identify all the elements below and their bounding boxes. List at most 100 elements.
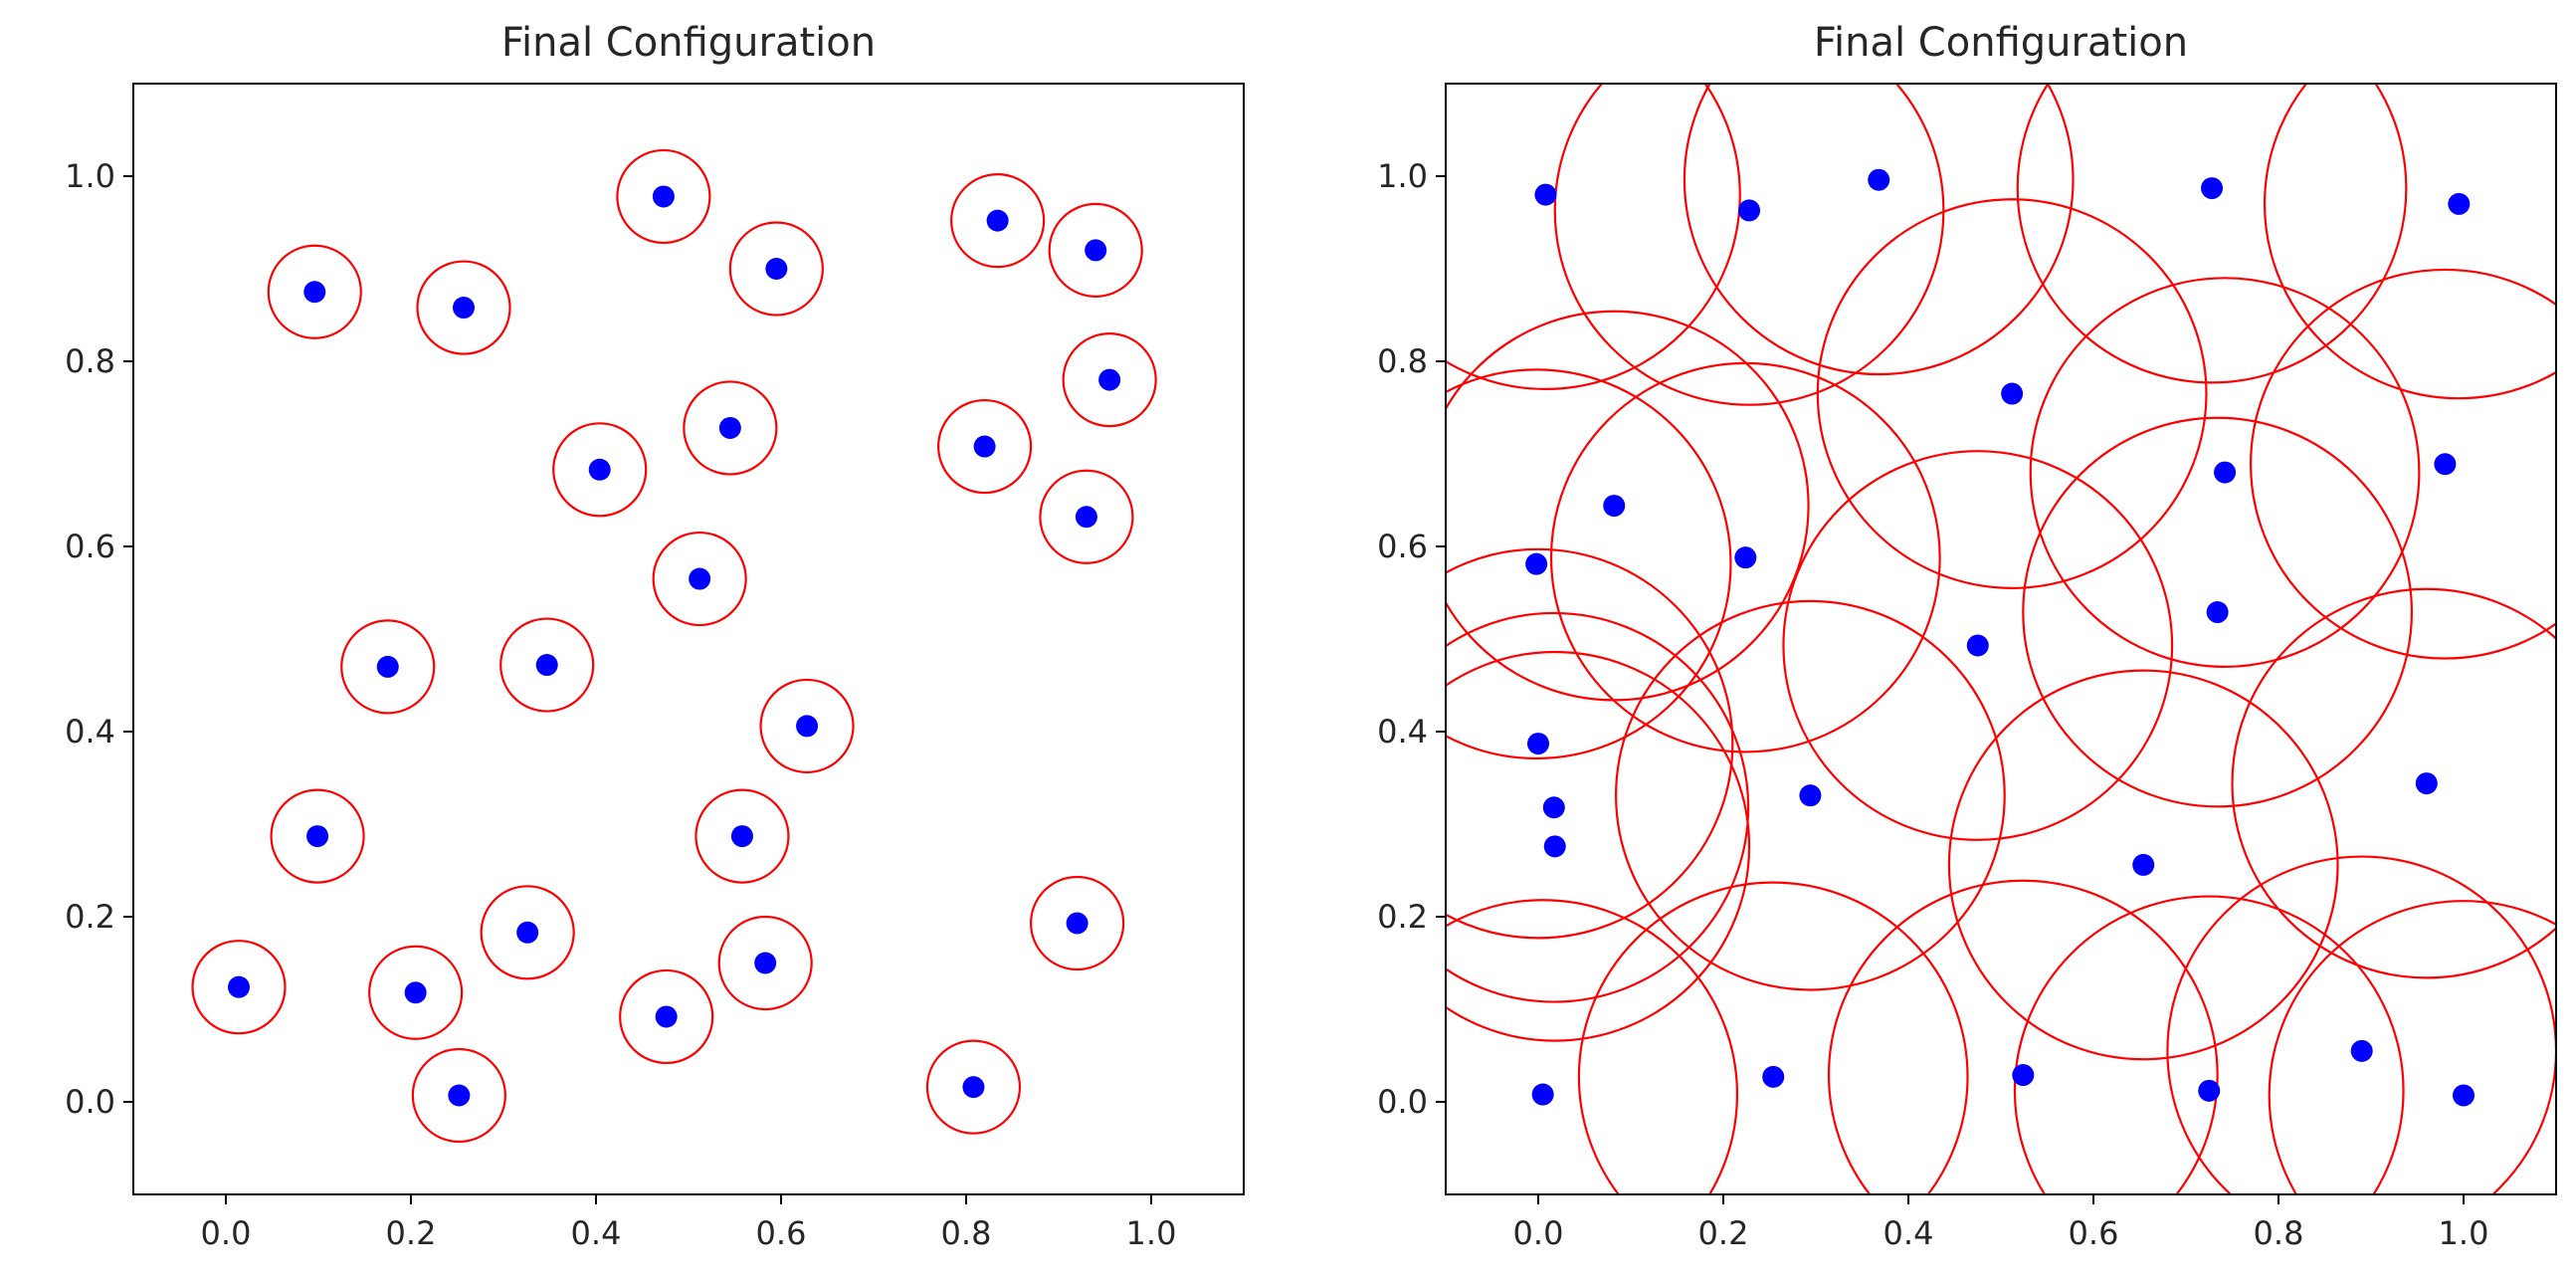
right-radius-circle [2268, 900, 2556, 1194]
left-point [652, 185, 675, 208]
left-y-tick-label: 0.4 [65, 713, 115, 750]
right-point [2201, 177, 2224, 200]
right-radius-circle [1947, 669, 2339, 1061]
right-radius-circle [2013, 895, 2405, 1194]
left-y-tick-label: 0.0 [65, 1083, 115, 1121]
left-x-tick-label: 0.6 [756, 1214, 807, 1252]
left-radius-circle [936, 398, 1033, 495]
right-point [2012, 1064, 2035, 1087]
right-x-tick-label: 0.0 [1513, 1214, 1564, 1252]
right-point [1603, 495, 1626, 518]
left-radius-circle [652, 531, 747, 627]
right-point [2206, 601, 2229, 624]
left-plot: Final Configuration 0.0 0.2 0.4 0.6 0.8 1.00.… [65, 20, 1245, 1252]
left-plot-area [191, 148, 1157, 1144]
left-radius-circle [499, 617, 595, 713]
right-point [2132, 853, 2155, 876]
right-y-tick-label: 1.0 [1377, 157, 1428, 195]
right-plot-title: Final Configuration [1814, 20, 2188, 66]
right-point [2350, 1039, 2373, 1062]
left-plot-title: Final Configuration [501, 20, 876, 66]
right-point [1738, 199, 1761, 222]
left-radius-circle [368, 945, 464, 1040]
right-y-tick-label: 0.0 [1377, 1083, 1428, 1121]
right-point [1531, 1083, 1554, 1106]
left-y-tick-label: 0.8 [65, 342, 115, 380]
left-radius-circle [1029, 875, 1125, 971]
left-point [754, 952, 777, 974]
left-point [730, 825, 753, 848]
right-point [2448, 192, 2471, 215]
left-radius-circle [1039, 469, 1134, 564]
right-point [2001, 382, 2024, 405]
left-point [516, 921, 539, 944]
left-plot-frame [132, 83, 1245, 1195]
left-radius-circle [717, 915, 813, 1011]
left-point [228, 975, 251, 998]
right-point [1762, 1065, 1785, 1088]
right-x-tick-label: 0.6 [2069, 1214, 2119, 1252]
left-radius-circle [1048, 202, 1143, 298]
right-radius-circle [1549, 361, 1941, 753]
left-y-tick-label: 0.6 [65, 528, 115, 565]
left-point [453, 297, 476, 320]
right-radius-circle [1577, 881, 1969, 1194]
left-radius-circle [950, 173, 1046, 269]
left-y-tick-label: 1.0 [65, 157, 115, 195]
left-radius-circle [1062, 332, 1157, 428]
left-point [306, 825, 329, 848]
right-x-tick-label: 0.4 [1883, 1214, 1934, 1252]
right-point [1525, 552, 1548, 575]
right-point [1799, 784, 1822, 807]
right-y-tick-label: 0.8 [1377, 342, 1428, 380]
right-radius-circle [1446, 650, 1751, 1042]
right-point [1534, 183, 1557, 206]
right-point [2434, 453, 2457, 476]
left-radius-circle [411, 1047, 506, 1144]
left-point [718, 416, 741, 439]
right-radius-circle [2231, 587, 2556, 979]
left-radius-circle [191, 940, 287, 1035]
right-radius-circle [2250, 268, 2556, 660]
right-x-tick-label: 1.0 [2439, 1214, 2489, 1252]
left-point [1098, 368, 1121, 391]
right-radius-circle [1553, 84, 1945, 406]
right-x-tick-label: 0.8 [2254, 1214, 2304, 1252]
left-x-tick-label: 0.8 [941, 1214, 992, 1252]
left-x-tick-label: 1.0 [1126, 1214, 1177, 1252]
left-radius-circle [480, 885, 575, 980]
right-point [2214, 461, 2237, 484]
left-point [655, 1005, 678, 1028]
left-radius-circle [925, 1039, 1022, 1135]
right-radius-circle [1816, 198, 2208, 589]
left-radius-circle [340, 619, 436, 715]
right-plot-axes: 0.0 0.2 0.4 0.6 0.8 1.0 0.0 0.2 0.4 0.6 0.8 1.0 [1377, 157, 2488, 1252]
right-radius-circle [1446, 547, 1734, 940]
left-point [962, 1076, 985, 1099]
right-radius-circle [1683, 84, 2075, 376]
left-point [1075, 506, 1097, 529]
left-radius-circle [683, 380, 778, 476]
left-point [448, 1084, 471, 1107]
left-radius-circle [267, 244, 362, 339]
left-radius-circle [619, 968, 714, 1065]
right-radius-circle [1446, 368, 1732, 760]
right-plot: Final Configuration 0.0 0.2 0.4 0.6 0.8 1.00.… [1377, 20, 2557, 1252]
right-radius-circle [1827, 879, 2219, 1194]
left-x-tick-label: 0.4 [571, 1214, 622, 1252]
left-x-tick-label: 0.0 [201, 1214, 252, 1252]
left-radius-circle [728, 221, 824, 317]
left-point [376, 655, 399, 678]
left-radius-circle [270, 788, 365, 884]
right-point [1542, 796, 1565, 819]
right-radius-circle [1446, 899, 1738, 1194]
right-point [1966, 634, 1989, 657]
right-point [1734, 546, 1757, 569]
right-point [1527, 733, 1549, 755]
right-point [2415, 772, 2438, 795]
left-point [303, 281, 326, 304]
left-point [535, 654, 558, 677]
right-radius-circle [2029, 277, 2421, 668]
right-radius-circle [1782, 450, 2174, 841]
left-point [1066, 912, 1089, 935]
